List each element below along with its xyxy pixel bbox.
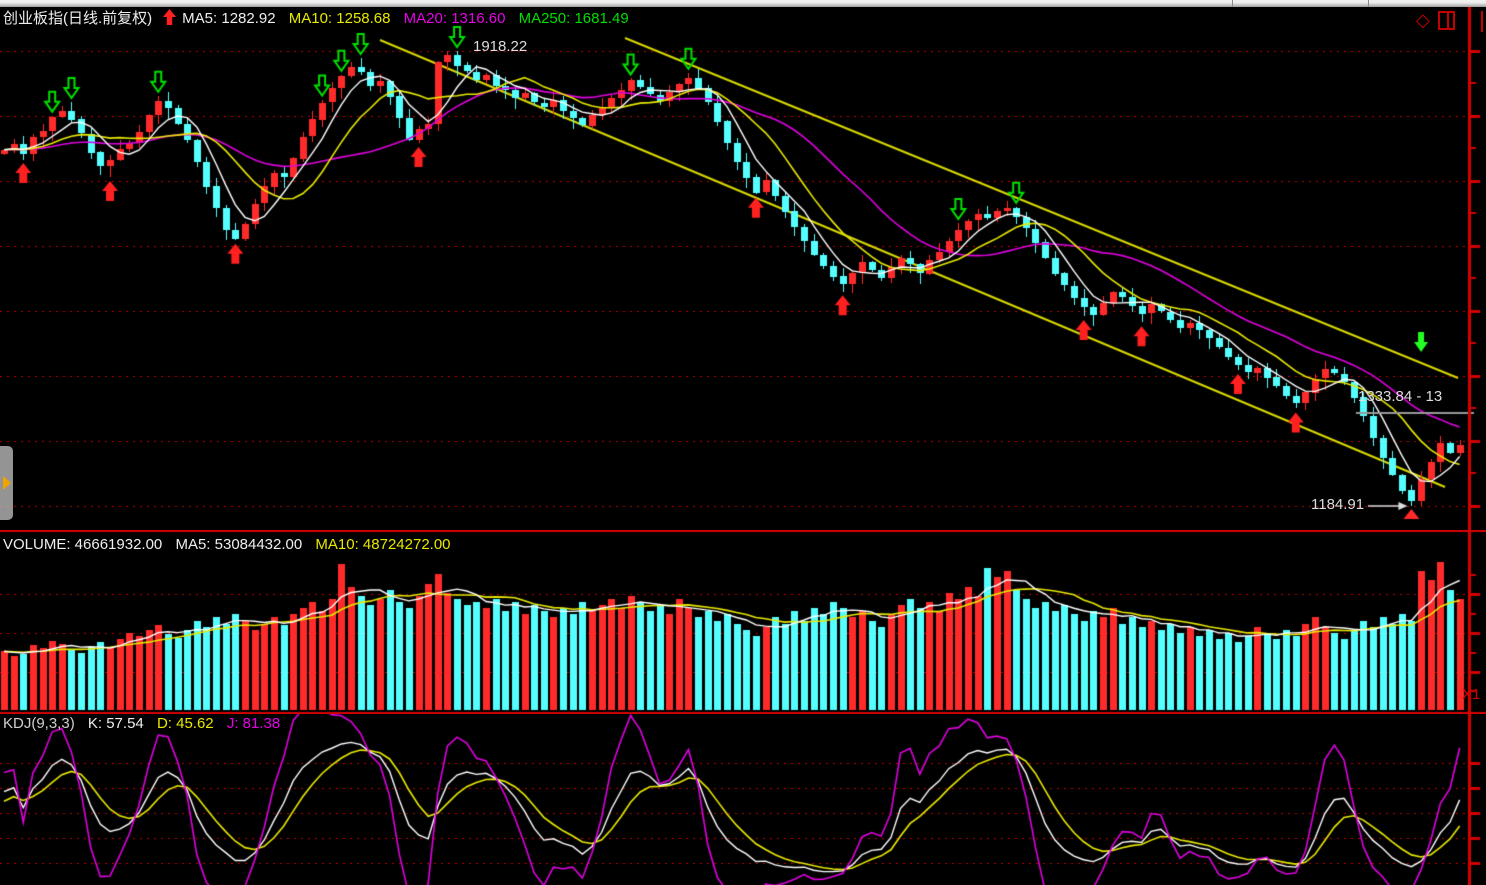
gutter-border	[1481, 11, 1483, 32]
kdj-d-value: D: 45.62	[156, 715, 214, 732]
volume-chart[interactable]	[0, 530, 1486, 714]
kdj-k-value: K: 57.54	[87, 715, 144, 732]
toolbar-divider	[1368, 0, 1369, 7]
split-window-icon[interactable]	[1437, 10, 1455, 30]
diamond-icon[interactable]: ◇	[1416, 10, 1430, 30]
symbol-title: 创业板指(日线.前复权)	[3, 10, 153, 27]
volume-ma10-value: MA10: 48724272.00	[315, 536, 451, 553]
volume-ma5-value: MA5: 53084432.00	[175, 536, 303, 553]
period-high-label: 1918.22	[473, 38, 528, 55]
price-marker-label: 1333.84 - 13	[1358, 388, 1443, 405]
main-chart-header: 创业板指(日线.前复权) MA5: 1282.92 MA10: 1258.68 M…	[3, 9, 638, 28]
period-low-label: 1184.91	[1311, 496, 1365, 513]
kdj-title: KDJ(9,3,3)	[3, 715, 75, 732]
expand-arrow-icon	[2, 476, 11, 490]
ma20-value: MA20: 1316.60	[403, 10, 506, 27]
ma250-value: MA250: 1681.49	[518, 10, 629, 27]
kdj-chart[interactable]	[0, 714, 1486, 885]
zoom-factor-label: X1	[1462, 686, 1481, 703]
window-controls: ◇	[1416, 9, 1455, 31]
volume-header: VOLUME: 46661932.00 MA5: 53084432.00 MA1…	[3, 536, 460, 554]
expand-sidebar-tab[interactable]	[0, 446, 13, 520]
toolbar-edge	[0, 0, 1486, 7]
volume-value: VOLUME: 46661932.00	[3, 536, 163, 553]
kdj-header: KDJ(9,3,3) K: 57.54 D: 45.62 J: 81.38	[3, 715, 289, 733]
ma10-value: MA10: 1258.68	[288, 10, 391, 27]
main-price-chart[interactable]	[0, 7, 1486, 530]
kdj-j-value: J: 81.38	[226, 715, 281, 732]
ma5-value: MA5: 1282.92	[182, 10, 276, 27]
toolbar-divider	[1232, 0, 1233, 7]
up-trend-arrow-icon	[163, 9, 177, 25]
